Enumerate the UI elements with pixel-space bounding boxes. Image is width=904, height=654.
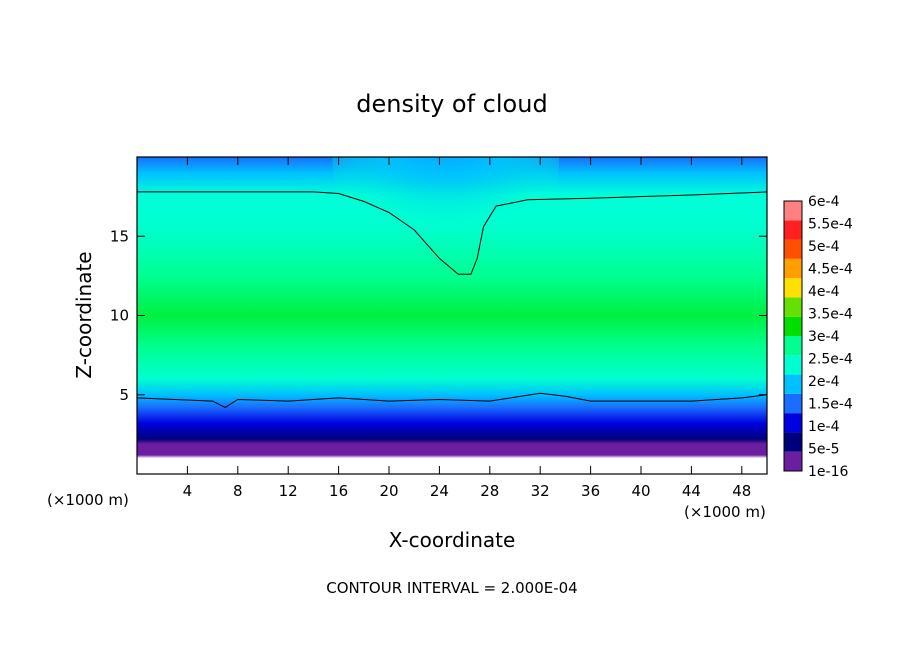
colorbar: 1e-16 5e-5 1e-4 1.5e-4 2e-4 2.5e-4 3e-4 3.5e-4 4… bbox=[783, 194, 853, 480]
colorbar-swatch bbox=[784, 355, 802, 375]
colorbar-frame bbox=[783, 200, 803, 472]
colorbar-swatch bbox=[784, 258, 802, 279]
y-axis-ticks: 5 10 15 bbox=[110, 227, 767, 404]
colorbar-swatch bbox=[784, 201, 802, 221]
colorbar-swatch bbox=[784, 220, 802, 240]
x-unit-label-left: (×1000 m) bbox=[47, 491, 129, 509]
contour-line-upper bbox=[137, 191, 767, 275]
contour-interval-footer: CONTOUR INTERVAL = 2.000E-04 bbox=[326, 579, 577, 597]
y-tick-label: 15 bbox=[110, 227, 129, 245]
colorbar-swatch bbox=[784, 432, 802, 452]
colorbar-swatch bbox=[784, 374, 802, 394]
x-unit-label-right: (×1000 m) bbox=[684, 503, 766, 521]
colorbar-swatch bbox=[784, 297, 802, 317]
plot-area bbox=[137, 157, 767, 474]
colorbar-swatch bbox=[784, 336, 802, 356]
colorbar-label: 3.5e-4 bbox=[808, 307, 853, 323]
chart-title: density of cloud bbox=[356, 90, 547, 118]
x-tick-label: 40 bbox=[631, 482, 650, 500]
colorbar-label: 5e-5 bbox=[808, 442, 839, 458]
x-tick-label: 48 bbox=[732, 482, 751, 500]
x-tick-label: 24 bbox=[430, 482, 449, 500]
x-axis-ticks: 4 8 12 16 20 24 28 32 36 40 44 48 bbox=[183, 157, 751, 500]
colorbar-swatch bbox=[784, 239, 802, 259]
contour-line-lower bbox=[137, 392, 767, 408]
colorbar-swatch bbox=[784, 451, 802, 471]
x-tick-label: 4 bbox=[183, 482, 193, 500]
x-tick-label: 44 bbox=[682, 482, 701, 500]
y-tick-label: 10 bbox=[110, 307, 129, 325]
colorbar-label: 2e-4 bbox=[808, 374, 840, 390]
colorbar-label: 5e-4 bbox=[808, 239, 840, 255]
colorbar-swatch bbox=[784, 278, 802, 298]
colorbar-label: 6e-4 bbox=[808, 194, 840, 210]
colorbar-swatch bbox=[784, 393, 802, 414]
colorbar-label: 1e-16 bbox=[808, 464, 848, 480]
colorbar-label: 1e-4 bbox=[808, 419, 840, 435]
colorbar-label: 1.5e-4 bbox=[808, 397, 853, 413]
colorbar-label: 5.5e-4 bbox=[808, 217, 853, 233]
colorbar-label: 4.5e-4 bbox=[808, 262, 853, 278]
colorbar-swatch bbox=[784, 413, 802, 433]
y-tick-label: 5 bbox=[119, 386, 129, 404]
x-tick-label: 16 bbox=[329, 482, 348, 500]
colorbar-label: 3e-4 bbox=[808, 329, 840, 345]
x-tick-label: 20 bbox=[379, 482, 398, 500]
y-axis-label: Z-coordinate bbox=[72, 251, 96, 378]
x-tick-label: 28 bbox=[480, 482, 499, 500]
colorbar-label: 4e-4 bbox=[808, 284, 840, 300]
colorbar-swatch bbox=[784, 316, 802, 336]
x-tick-label: 12 bbox=[279, 482, 298, 500]
x-tick-label: 36 bbox=[581, 482, 600, 500]
x-tick-label: 32 bbox=[531, 482, 550, 500]
low-density-plume bbox=[332, 157, 560, 284]
x-tick-label: 8 bbox=[233, 482, 243, 500]
colorbar-label: 2.5e-4 bbox=[808, 352, 853, 368]
x-axis-label: X-coordinate bbox=[389, 528, 516, 552]
